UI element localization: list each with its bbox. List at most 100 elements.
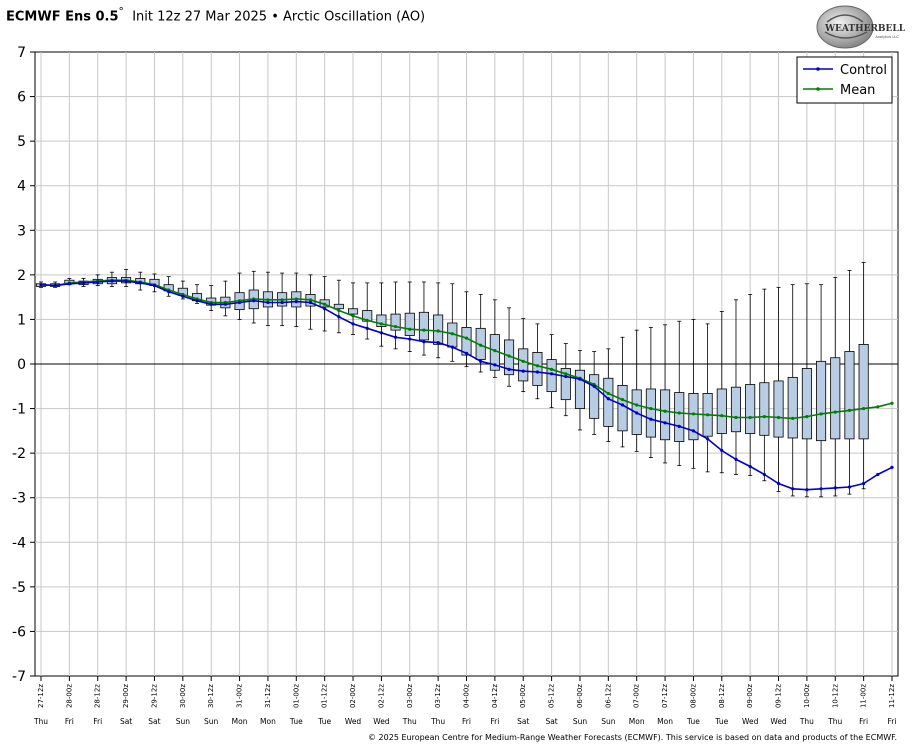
ensemble-box — [674, 392, 685, 442]
control-series-point — [635, 411, 639, 415]
ensemble-box — [716, 388, 727, 434]
mean-series-point — [677, 411, 681, 415]
ensemble-box — [347, 308, 359, 315]
index-name: Arctic Oscillation (AO) — [283, 9, 426, 25]
y-tick-label: -4 — [12, 535, 26, 551]
control-series-point — [209, 302, 213, 306]
day-label: Sun — [204, 717, 219, 726]
day-label: Mon — [629, 717, 645, 726]
control-series-point — [393, 335, 398, 339]
control-series-point — [308, 300, 313, 305]
day-label: Mon — [232, 717, 248, 726]
control-series-point — [592, 384, 596, 388]
mean-series-point — [493, 349, 497, 353]
mean-series-point — [294, 297, 298, 301]
x-tick-label: 04-12z — [491, 684, 499, 708]
control-series-point — [351, 322, 355, 326]
x-tick-label: 08-00z — [689, 684, 697, 708]
day-label: Sat — [148, 717, 160, 726]
day-label: Thu — [402, 717, 417, 726]
control-series-point — [550, 372, 554, 376]
x-axis-ticks: 27-12z Thu 28-00z Fri 28-12z Fri 29-00z Sat 29-1… — [33, 676, 896, 726]
control-series-point — [720, 448, 724, 453]
series-lines — [39, 278, 894, 492]
y-tick-label: 6 — [17, 90, 26, 106]
x-tick-label: 28-00z — [65, 684, 73, 708]
mean-series-point — [620, 398, 625, 402]
control-series-point — [847, 485, 852, 489]
mean-series-point — [323, 302, 327, 306]
ensemble-box — [390, 313, 401, 331]
y-tick-label: -6 — [12, 624, 26, 640]
control-series-point — [521, 369, 525, 373]
control-series-point — [294, 300, 298, 304]
ensemble-box — [518, 348, 529, 382]
y-tick-label: -2 — [12, 446, 26, 462]
control-series-point — [578, 377, 582, 381]
y-tick-label: -7 — [12, 669, 26, 685]
mean-series-point — [422, 328, 426, 332]
control-series-point — [649, 417, 653, 421]
control-series-point — [152, 283, 157, 288]
day-label: Tue — [686, 717, 700, 726]
ensemble-box — [532, 352, 543, 386]
ensemble-box — [589, 374, 600, 419]
mean-series-point — [280, 298, 284, 302]
ensemble-box — [787, 376, 798, 439]
title-bullet: • — [271, 9, 279, 25]
y-tick-label: 0 — [17, 357, 26, 373]
mean-series-point — [649, 406, 653, 411]
day-label: Thu — [430, 717, 445, 726]
x-tick-label: 09-12z — [775, 684, 783, 708]
control-series-point — [237, 300, 242, 305]
mean-series-point — [521, 359, 525, 363]
day-label: Thu — [799, 717, 814, 726]
legend-control-label: Control — [840, 63, 887, 78]
day-label: Sat — [517, 717, 529, 726]
control-series-point — [748, 464, 752, 469]
mean-series-point — [805, 414, 809, 419]
ensemble-box — [333, 303, 344, 310]
mean-series-point — [734, 415, 738, 420]
mean-series-point — [663, 409, 667, 413]
x-tick-label: 30-00z — [179, 684, 187, 708]
control-series-point — [53, 283, 57, 288]
day-label: Thu — [827, 717, 842, 726]
control-series-point — [450, 345, 454, 349]
control-series-point — [493, 363, 497, 367]
mean-series-point — [393, 324, 398, 329]
control-series-point — [791, 487, 795, 491]
mean-series-point — [351, 314, 355, 318]
x-tick-label: 31-00z — [236, 684, 244, 708]
control-series-point — [280, 300, 284, 305]
control-series-point — [479, 359, 483, 363]
weatherbell-logo: WEATHERBELL Analytics LLC — [816, 5, 905, 49]
control-series-point — [110, 279, 114, 283]
control-series-point — [223, 302, 227, 306]
mean-series-point — [450, 332, 454, 336]
control-series-point — [762, 472, 766, 477]
mean-series-point — [833, 410, 837, 414]
ensemble-box — [617, 384, 628, 432]
y-tick-label: 7 — [17, 45, 26, 61]
day-label: Wed — [770, 717, 787, 726]
control-series-point — [507, 367, 511, 371]
mean-series-point — [535, 364, 540, 368]
control-series-point — [81, 281, 86, 285]
day-label: Wed — [345, 717, 362, 726]
y-axis-ticks: 7 6 5 4 3 2 1 0 -1 -2 -3 -4 -5 -6 -7 — [12, 45, 35, 685]
x-tick-label: 01-00z — [292, 684, 300, 708]
day-label: Fri — [93, 717, 102, 726]
control-series-point — [337, 315, 341, 319]
control-series-point — [67, 282, 71, 286]
control-series-point — [181, 294, 185, 298]
chart-title: ECMWF Ens 0.5° Init 12z 27 Mar 2025 • Ar… — [6, 5, 425, 24]
control-series-point — [252, 299, 256, 303]
mean-series-point — [550, 367, 554, 371]
x-tick-label: 02-00z — [349, 684, 357, 708]
control-series-point — [819, 487, 823, 491]
control-series-point — [564, 374, 568, 379]
mean-series-point — [791, 416, 795, 420]
x-tick-label: 28-12z — [94, 684, 102, 708]
